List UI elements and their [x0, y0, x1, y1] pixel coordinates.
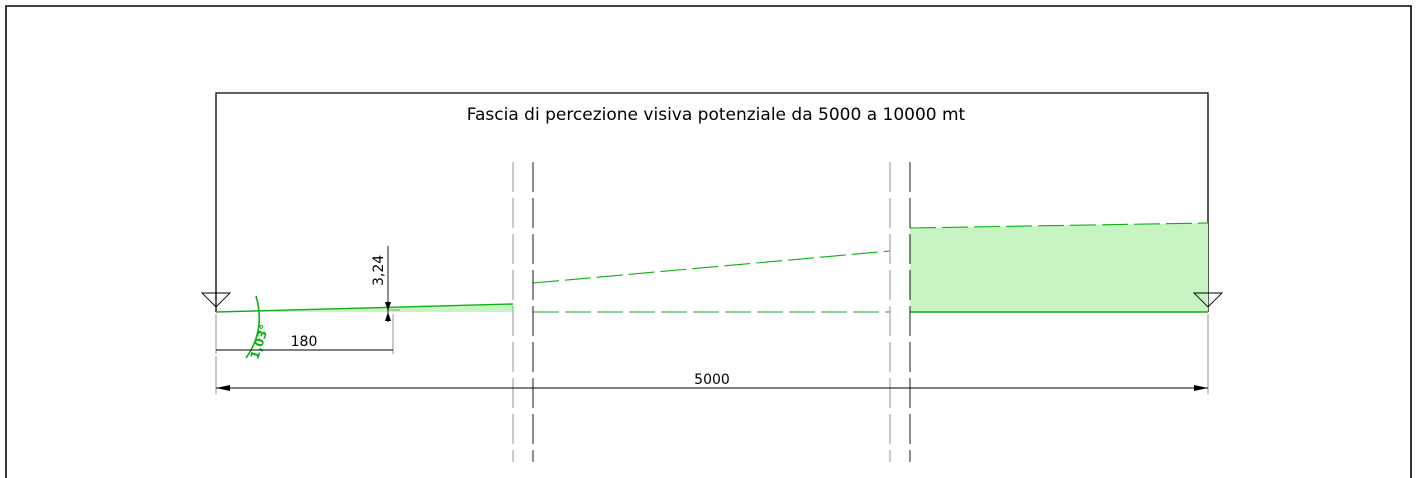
sight-line-far: [909, 222, 1209, 229]
ground-symbol-right-icon: [1192, 292, 1224, 308]
height-arrow-top: [385, 302, 391, 311]
near-length-label: 180: [291, 334, 318, 350]
visibility-band-far: [910, 223, 1208, 312]
ground-symbol-left-icon: [200, 292, 232, 308]
total-length-arrow-right: [1194, 385, 1208, 391]
section-title: Fascia di percezione visiva potenziale d…: [467, 105, 966, 125]
height-arrow-bottom: [385, 312, 391, 321]
angle-arc: [245, 295, 261, 359]
sight-line-near: [215, 303, 514, 313]
total-length-label: 5000: [694, 372, 730, 388]
height-label: 3,24: [371, 255, 387, 286]
section-frame: [215, 92, 1209, 312]
total-length-arrow-left: [216, 385, 230, 391]
sheet-border: [5, 5, 1412, 478]
sight-line-middle: [532, 250, 891, 284]
angle-label: 1,03°: [248, 323, 272, 361]
